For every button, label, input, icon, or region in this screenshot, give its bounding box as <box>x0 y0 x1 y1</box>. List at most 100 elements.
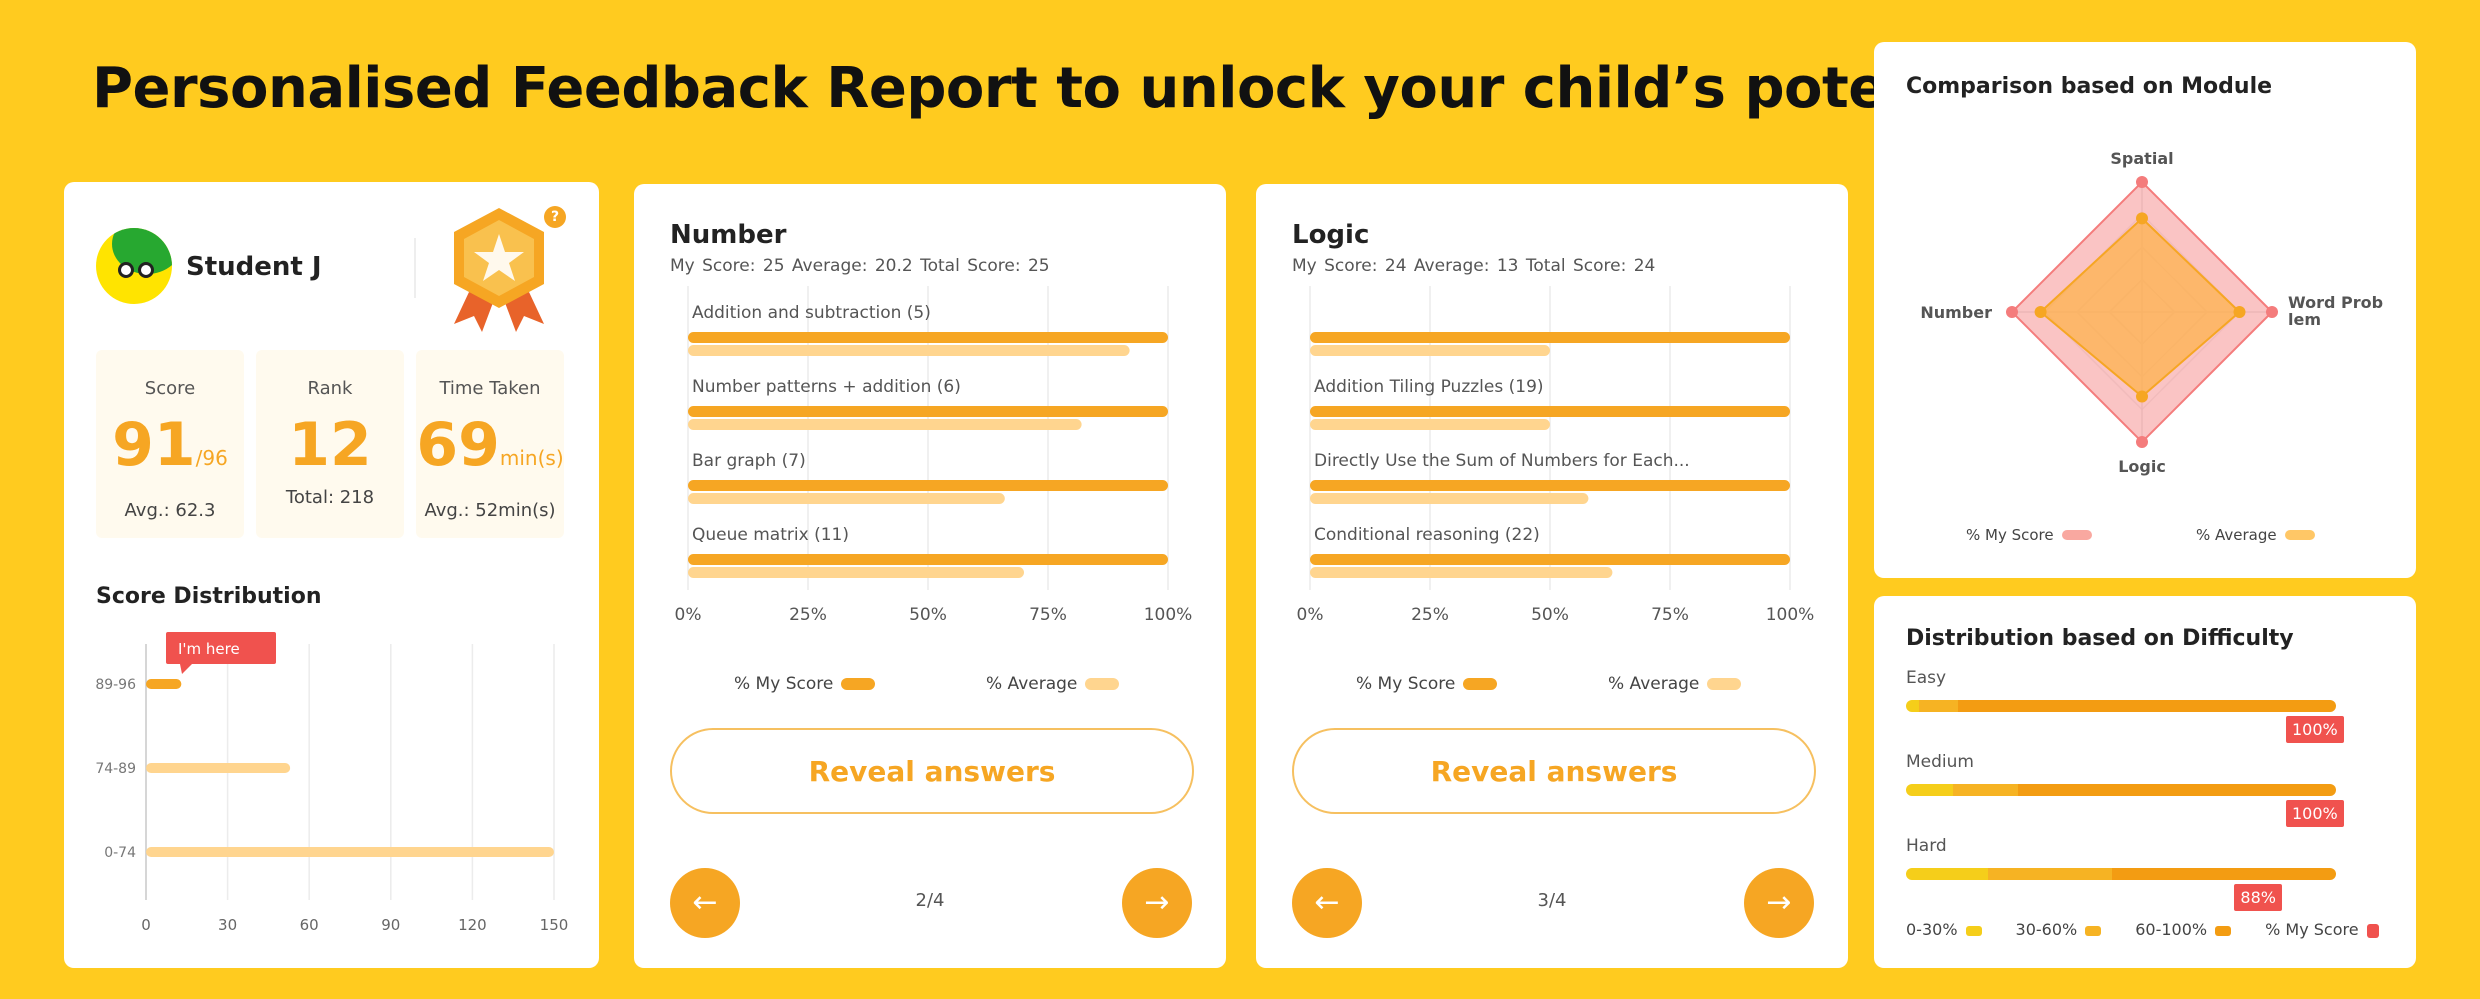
page-indicator: 2/4 <box>915 890 945 911</box>
y-tick-label: 89-96 <box>95 677 136 693</box>
next-arrow-icon[interactable]: → <box>1744 868 1814 938</box>
radar-axis-label: Word Prob lem <box>2288 293 2383 329</box>
x-tick-label: 50% <box>1531 605 1569 624</box>
category-label: Queue matrix (11) <box>692 525 849 545</box>
my-score-bar <box>688 554 1168 565</box>
difficulty-label: Medium <box>1906 752 1974 772</box>
logic-module-card: Logic My Score: 24 Average: 13 Total Sco… <box>1256 184 1848 968</box>
x-tick-label: 0% <box>1297 605 1324 624</box>
difficulty-distribution-card: Distribution based on Difficulty Easy 100… <box>1874 596 2416 968</box>
difficulty-segment <box>2112 868 2336 880</box>
y-tick-label: 0-74 <box>104 845 136 861</box>
medal-icon <box>454 208 544 332</box>
x-tick-label: 25% <box>789 605 827 624</box>
category-label: Number patterns + addition (6) <box>692 377 961 397</box>
radar-point <box>2136 176 2148 188</box>
x-tick-label: 0 <box>141 916 151 934</box>
distribution-bar <box>146 847 554 857</box>
prev-arrow-icon[interactable]: ← <box>670 868 740 938</box>
score-stat: Score 91/96 Avg.: 62.3 <box>96 350 244 538</box>
difficulty-segment <box>2017 784 2336 796</box>
difficulty-segment <box>1906 784 1954 796</box>
radar-point <box>2136 436 2148 448</box>
my-score-bar <box>688 406 1168 417</box>
difficulty-label: Easy <box>1906 668 1947 688</box>
legend-high: 60-100% <box>2135 920 2232 939</box>
avatar <box>96 228 172 304</box>
next-arrow-icon[interactable]: → <box>1122 868 1192 938</box>
average-bar <box>688 345 1130 356</box>
reveal-answers-button[interactable]: Reveal answers <box>1292 728 1816 814</box>
x-tick-label: 60 <box>300 916 319 934</box>
difficulty-segment <box>1906 700 1919 712</box>
radar-point <box>2233 306 2246 318</box>
my-score-bar <box>1310 480 1790 491</box>
legend-my-score: % My Score <box>1356 674 1498 694</box>
my-score-bar <box>1310 332 1790 343</box>
average-bar <box>688 493 1005 504</box>
legend-my-score: % My Score <box>1966 526 2092 544</box>
legend-average: % Average <box>2196 526 2315 544</box>
x-tick-label: 50% <box>909 605 947 624</box>
legend-my-score: % My Score <box>2265 920 2379 939</box>
legend-low: 0-30% <box>1906 920 1982 939</box>
average-bar <box>688 567 1024 578</box>
card-title: Comparison based on Module <box>1906 74 2273 99</box>
student-summary-card: Student J ? Score 91/96 Avg.: 62.3 Rank … <box>64 182 599 968</box>
category-label: Bar graph (7) <box>692 451 806 471</box>
rank-stat: Rank 12 Total: 218 <box>256 350 404 538</box>
difficulty-bar <box>1906 700 2336 712</box>
difficulty-legend: 0-30% 30-60% 60-100% % My Score <box>1906 920 2379 939</box>
category-label: Addition Tiling Puzzles (19) <box>1314 377 1544 397</box>
my-score-flag: 88% <box>2234 884 2282 911</box>
difficulty-segment <box>1957 700 2336 712</box>
radar-point <box>2266 306 2278 318</box>
category-label: Addition and subtraction (5) <box>692 303 931 323</box>
x-tick-label: 30 <box>218 916 237 934</box>
radar-axis-label: Logic <box>2118 457 2166 476</box>
number-bar-chart: 0% 25% 50% 75% 100% Addition and subtraction … <box>675 286 1192 624</box>
x-tick-label: 0% <box>675 605 702 624</box>
legend-mid: 30-60% <box>2016 920 2102 939</box>
marker-flag <box>166 632 276 664</box>
average-bar <box>1310 567 1613 578</box>
page-indicator: 3/4 <box>1537 890 1567 911</box>
my-score-bar <box>688 480 1168 491</box>
difficulty-segment <box>1918 700 1958 712</box>
category-label: Directly Use the Sum of Numbers for Each… <box>1314 451 1690 471</box>
score-distribution-title: Score Distribution <box>96 584 322 609</box>
distribution-bar <box>146 763 291 773</box>
divider <box>414 238 416 298</box>
logic-bar-chart: 0% 25% 50% 75% 100% Addition Tiling Puzzles (… <box>1297 286 1814 624</box>
radar-axis-label: Number <box>1920 303 1992 322</box>
radar-axis-label: Spatial <box>2110 149 2173 168</box>
difficulty-segment <box>1987 868 2113 880</box>
my-score-bar <box>688 332 1168 343</box>
help-icon[interactable]: ? <box>544 206 566 228</box>
reveal-answers-button[interactable]: Reveal answers <box>670 728 1194 814</box>
card-title: Logic <box>1292 220 1370 250</box>
radar-point <box>2136 212 2148 225</box>
x-tick-label: 75% <box>1651 605 1689 624</box>
number-module-card: Number My Score: 25 Average: 20.2 Total … <box>634 184 1226 968</box>
prev-arrow-icon[interactable]: ← <box>1292 868 1362 938</box>
my-score-bar <box>1310 554 1790 565</box>
radar-point <box>2136 390 2148 403</box>
radar-point <box>2006 306 2018 318</box>
category-label: Conditional reasoning (22) <box>1314 525 1540 545</box>
average-bar <box>1310 419 1550 430</box>
difficulty-label: Hard <box>1906 836 1947 856</box>
my-score-bar <box>1310 406 1790 417</box>
my-score-flag: 100% <box>2286 800 2344 827</box>
radar-point <box>2034 306 2047 318</box>
x-tick-label: 25% <box>1411 605 1449 624</box>
average-bar <box>1310 493 1589 504</box>
radar-chart: Spatial Word Prob lem Logic Number <box>1920 149 2383 476</box>
marker-pointer <box>180 664 192 674</box>
x-tick-label: 150 <box>540 916 569 934</box>
score-distribution-chart: 0 30 60 90 120 150 89-96 I'm here 74-89 0-74 <box>95 632 569 934</box>
difficulty-segment <box>1906 868 1988 880</box>
marker-label: I'm here <box>178 640 240 658</box>
difficulty-segment <box>1953 784 2018 796</box>
student-name: Student J <box>186 252 322 282</box>
